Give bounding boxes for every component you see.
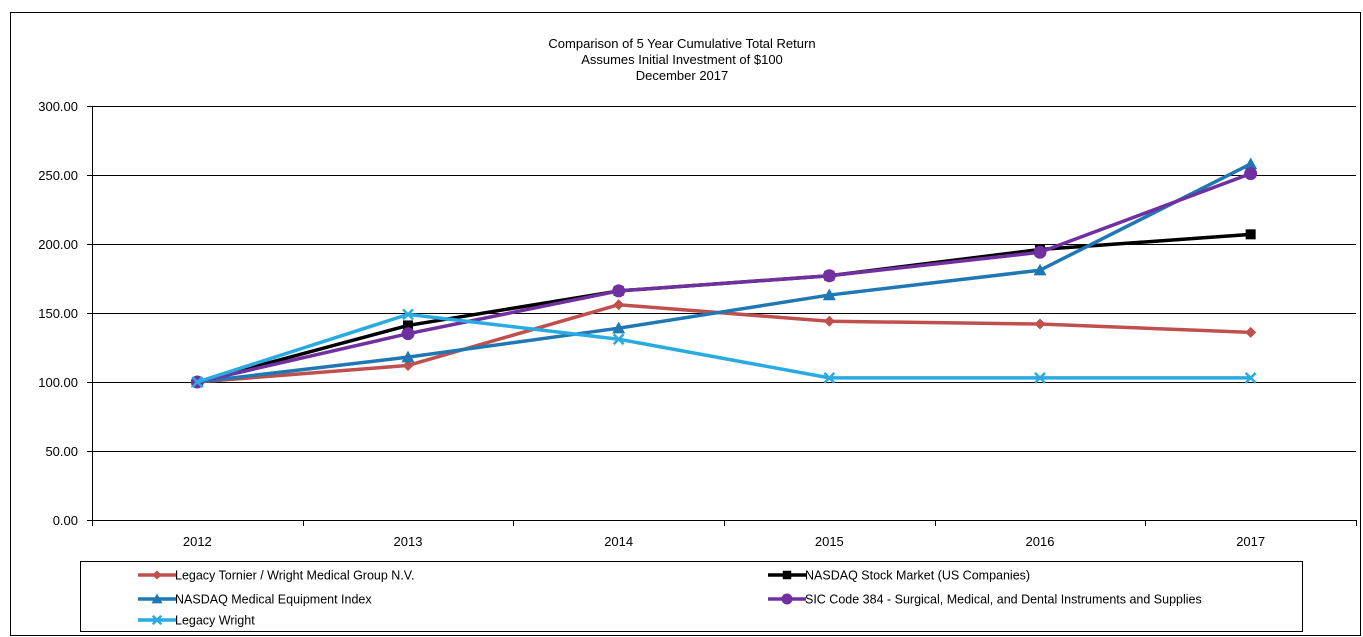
- y-tick-label: 200.00: [38, 237, 78, 252]
- x-tick-label: 2016: [1026, 534, 1055, 549]
- data-point: [823, 269, 836, 282]
- legend-label: Legacy Wright: [175, 614, 255, 628]
- y-tick-label: 300.00: [38, 99, 78, 114]
- y-tick-label: 100.00: [38, 375, 78, 390]
- chart-border: [11, 13, 1361, 636]
- legend-item: SIC Code 384 - Surgical, Medical, and De…: [768, 593, 1202, 607]
- x-tick-label: 2012: [183, 534, 212, 549]
- y-tick-label: 150.00: [38, 306, 78, 321]
- data-point: [612, 284, 625, 297]
- x-tick-label: 2013: [394, 534, 423, 549]
- legend-swatch-marker: [783, 571, 792, 580]
- y-tick-label: 50.00: [45, 444, 78, 459]
- data-point: [1244, 167, 1257, 180]
- y-tick-label: 250.00: [38, 168, 78, 183]
- data-point: [402, 327, 415, 340]
- legend-label: NASDAQ Stock Market (US Companies): [805, 569, 1030, 583]
- y-tick-label: 0.00: [53, 513, 78, 528]
- chart-title-line-1: Comparison of 5 Year Cumulative Total Re…: [548, 36, 815, 51]
- x-tick-label: 2015: [815, 534, 844, 549]
- data-point: [1034, 246, 1047, 259]
- x-tick-label: 2014: [604, 534, 633, 549]
- chart-title-line-3: December 2017: [636, 68, 729, 83]
- x-tick-label: 2017: [1236, 534, 1265, 549]
- legend-item: Legacy Tornier / Wright Medical Group N.…: [138, 569, 414, 583]
- legend-item: NASDAQ Stock Market (US Companies): [768, 569, 1030, 583]
- legend-label: Legacy Tornier / Wright Medical Group N.…: [175, 569, 414, 583]
- legend-swatch-marker: [781, 593, 792, 604]
- chart-title-line-2: Assumes Initial Investment of $100: [581, 52, 783, 67]
- data-point: [1246, 229, 1256, 239]
- legend-label: SIC Code 384 - Surgical, Medical, and De…: [805, 593, 1202, 607]
- legend-label: NASDAQ Medical Equipment Index: [175, 593, 372, 607]
